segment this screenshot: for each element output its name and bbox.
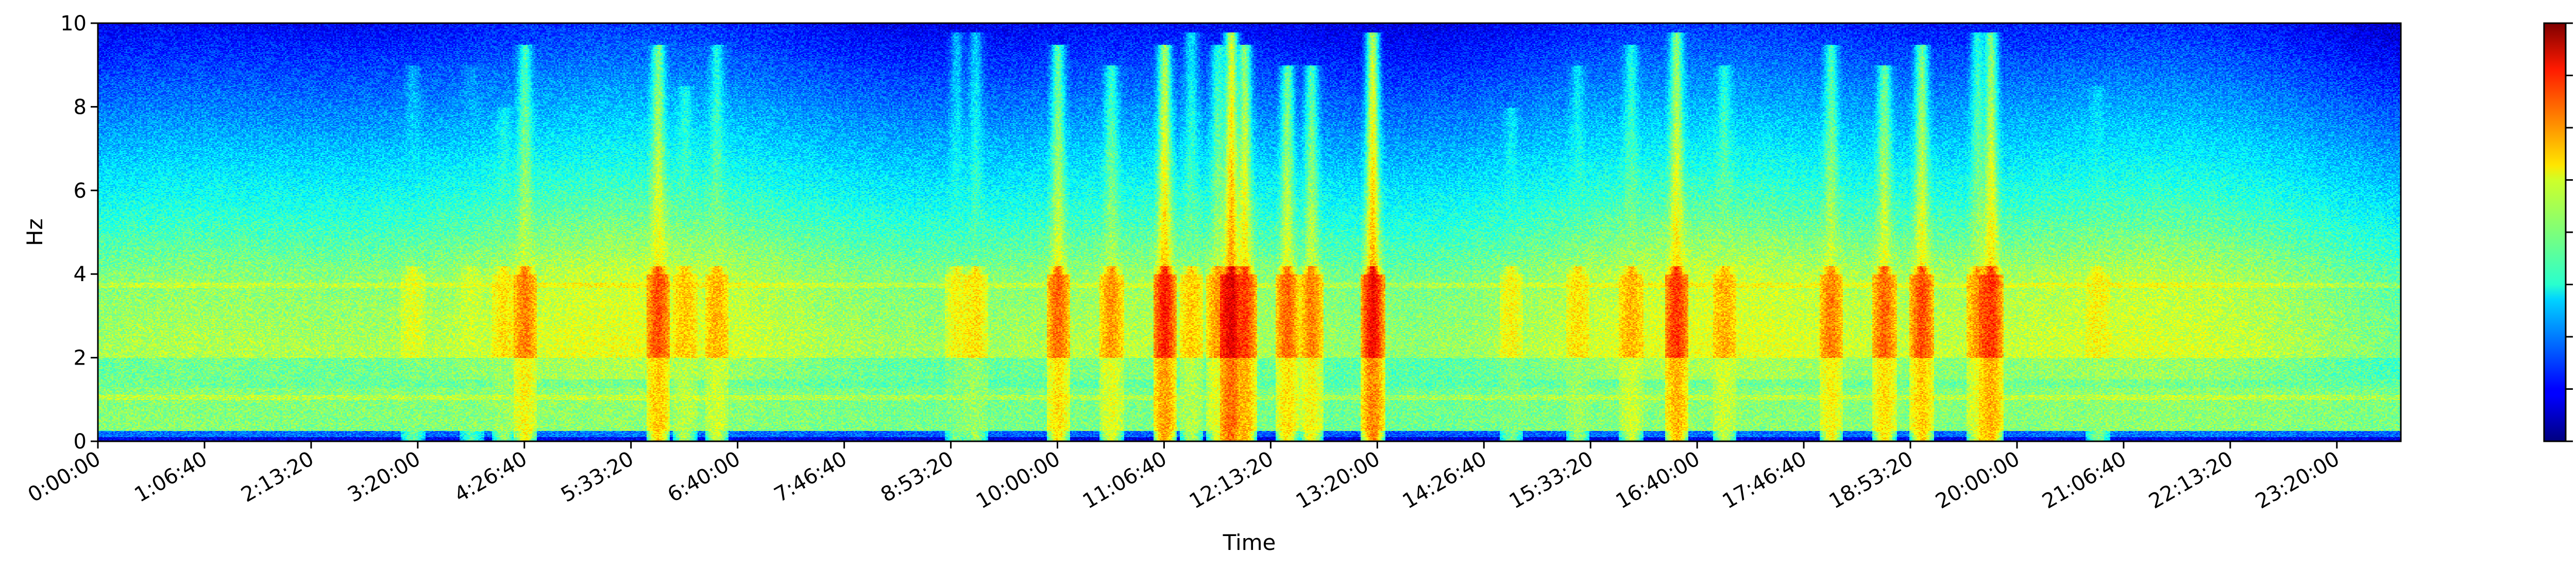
x-tick-label: 4:26:40 <box>450 447 531 507</box>
spectrogram-plot-area <box>97 22 2402 442</box>
x-tick-label: 5:33:20 <box>557 447 638 507</box>
x-tick-label: 0:00:00 <box>24 447 105 507</box>
x-tick-label: 16:40:00 <box>1612 447 1704 514</box>
x-tick-label: 21:06:40 <box>2038 447 2130 514</box>
x-tick-label: 2:13:20 <box>237 447 318 507</box>
x-tick-label: 17:46:40 <box>1719 447 1811 514</box>
x-tick-label: 12:13:20 <box>1185 447 1278 514</box>
x-tick-label: 22:13:20 <box>2145 447 2237 514</box>
y-tick-label: 4 <box>74 263 87 286</box>
x-tick-label: 20:00:00 <box>1931 447 2024 514</box>
y-axis: 0 2 4 6 8 10 <box>60 12 98 454</box>
x-tick-label: 14:26:40 <box>1399 447 1491 514</box>
x-axis-title: Time <box>1223 530 1276 555</box>
x-tick-label: 3:20:00 <box>344 447 425 507</box>
x-tick-label: 6:40:00 <box>664 447 744 507</box>
y-tick-label: 8 <box>74 95 87 119</box>
y-axis-title: Hz <box>22 218 47 246</box>
x-tick-label: 10:00:00 <box>972 447 1064 514</box>
x-tick-label: 18:53:20 <box>1825 447 1917 514</box>
y-tick-label: 2 <box>74 347 87 370</box>
x-tick-label: 15:33:20 <box>1505 447 1598 514</box>
y-tick-label: 6 <box>74 179 87 203</box>
x-tick-label: 8:53:20 <box>877 447 958 507</box>
x-tick-label: 1:06:40 <box>130 447 211 507</box>
x-tick-label: 11:06:40 <box>1079 447 1171 514</box>
colorbar-ticks: +0 dB-10 dB-20 dB-30 dB-40 dB-50 dB-60 d… <box>2566 22 2573 442</box>
y-tick-label: 0 <box>74 430 87 454</box>
x-tick-label: 13:20:00 <box>1292 447 1384 514</box>
x-tick-label: 7:46:40 <box>770 447 851 507</box>
x-axis: 0:00:00 1:06:40 2:13:20 3:20:00 4:26:40 5:33:… <box>24 441 2344 514</box>
plot-frame <box>97 22 2402 442</box>
y-tick-label: 10 <box>60 12 87 36</box>
colorbar-gradient <box>2543 22 2567 442</box>
x-tick-label: 23:20:00 <box>2251 447 2344 514</box>
colorbar: +0 dB-10 dB-20 dB-30 dB-40 dB-50 dB-60 d… <box>2543 22 2573 442</box>
